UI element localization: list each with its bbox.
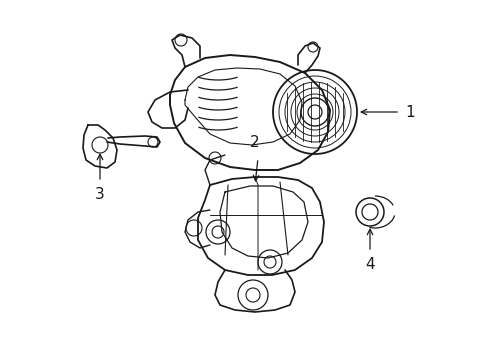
Text: 2: 2: [250, 135, 259, 150]
Text: 3: 3: [95, 187, 104, 202]
Text: 1: 1: [404, 104, 414, 120]
Text: 4: 4: [365, 257, 374, 272]
